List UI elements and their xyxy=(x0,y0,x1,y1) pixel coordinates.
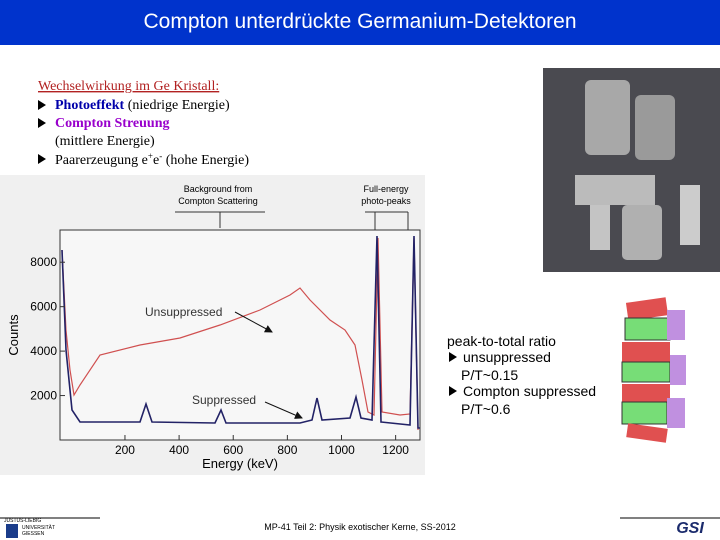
logo-mark xyxy=(6,524,18,538)
x-tick-label: 600 xyxy=(223,443,243,457)
unsuppressed-curve xyxy=(61,237,419,431)
bullet-arrow xyxy=(38,118,46,128)
bullet: Paarerzeugung e+e- (hohe Energie) xyxy=(55,151,249,168)
y-tick-label: 4000 xyxy=(30,344,57,358)
bullet-arrow xyxy=(449,352,457,362)
y-tick-label: 6000 xyxy=(30,300,57,314)
plot-frame xyxy=(59,229,421,441)
logo-text: UNIVERSITÄT xyxy=(22,524,55,531)
annotation: photo-peaks xyxy=(361,196,411,206)
arrow xyxy=(264,401,303,419)
slide-title: Compton unterdrückte Germanium-Detektore… xyxy=(143,10,576,33)
suppressed-curve xyxy=(61,235,420,429)
footer-caption: MP-41 Teil 2: Physik exotischer Kerne, S… xyxy=(264,522,455,532)
bullet: Compton Streuung xyxy=(55,116,170,131)
bullet-arrow xyxy=(38,154,46,164)
ratio-heading: peak-to-total ratio xyxy=(447,333,556,349)
spectrum-figure: Background from Compton Scattering Full-… xyxy=(0,175,425,475)
bullet-note: (mittlere Energie) xyxy=(55,134,155,149)
bullet: Photoeffekt (niedrige Energie) xyxy=(55,98,230,113)
annotation: Compton Scattering xyxy=(178,196,258,206)
y-tick-label: 2000 xyxy=(30,389,57,403)
ratio-value: P/T~0.15 xyxy=(461,367,518,383)
arrow xyxy=(234,311,273,333)
bullet-arrow xyxy=(449,386,457,396)
logo-text: GIESSEN xyxy=(22,531,45,537)
x-tick-label: 800 xyxy=(277,443,297,457)
bullet-arrow xyxy=(38,100,46,110)
x-tick-label: 200 xyxy=(115,443,135,457)
ratio-label: unsuppressed xyxy=(463,349,551,365)
annotation: Suppressed xyxy=(192,393,256,407)
ratio-list: peak-to-total ratio unsuppressed P/T~0.1… xyxy=(447,333,596,417)
crystal-diagram xyxy=(621,297,686,443)
annotation: Background from xyxy=(184,184,253,194)
detector-photo xyxy=(543,68,720,272)
institute-logo: GSI xyxy=(676,520,704,537)
bullet-heading: Wechselwirkung im Ge Kristall: xyxy=(38,79,219,94)
annotation-bracket xyxy=(175,211,409,230)
annotation: Unsuppressed xyxy=(145,305,222,319)
x-tick-label: 400 xyxy=(169,443,189,457)
y-tick-label: 8000 xyxy=(30,255,57,269)
annotation: Full-energy xyxy=(363,184,409,194)
title-bar xyxy=(0,0,720,45)
x-tick-label: 1000 xyxy=(328,443,355,457)
x-tick-label: 1200 xyxy=(382,443,409,457)
ratio-value: P/T~0.6 xyxy=(461,401,511,417)
logo-text: JUSTUS-LIEBIG xyxy=(4,518,41,524)
x-axis-label: Energy (keV) xyxy=(202,456,278,471)
y-axis-label: Counts xyxy=(6,314,21,356)
bullet-list: Wechselwirkung im Ge Kristall: Photoeffe… xyxy=(38,79,249,168)
ratio-label: Compton suppressed xyxy=(463,383,596,399)
